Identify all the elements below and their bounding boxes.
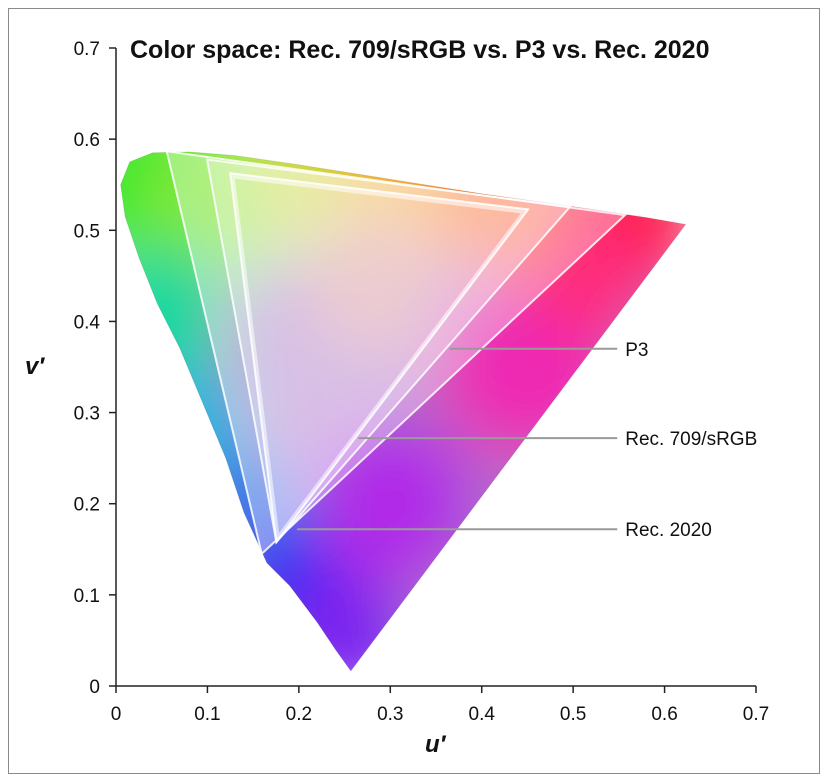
x-tick-label: 0: [111, 704, 122, 725]
x-axis-title: u′: [425, 731, 447, 758]
x-tick-label: 0.3: [377, 704, 403, 725]
gamut-rec-709-band: [230, 173, 529, 543]
x-tick-label: 0.6: [651, 704, 677, 725]
y-tick-label: 0.2: [74, 495, 100, 516]
x-tick-label: 0.5: [560, 704, 586, 725]
chart-title: Color space: Rec. 709/sRGB vs. P3 vs. Re…: [130, 36, 709, 64]
y-tick-label: 0: [89, 677, 100, 698]
y-tick-label: 0.4: [74, 312, 101, 333]
spectral-locus: [120, 151, 687, 672]
callout-label-rec-2020: Rec. 2020: [625, 520, 712, 541]
y-tick-label: 0.5: [74, 221, 100, 242]
x-tick-label: 0.4: [469, 704, 496, 725]
callout-label-rec-709-srgb: Rec. 709/sRGB: [625, 429, 757, 450]
callout-label-p3: P3: [625, 340, 648, 361]
y-tick-label: 0.7: [74, 39, 100, 60]
x-tick-label: 0.1: [194, 704, 220, 725]
y-axis-title: v′: [25, 353, 45, 380]
gamut-p3: [205, 158, 572, 545]
y-tick-label: 0.3: [74, 404, 100, 425]
x-tick-label: 0.7: [743, 704, 769, 725]
y-tick-label: 0.1: [74, 586, 100, 607]
x-tick-label: 0.2: [286, 704, 312, 725]
y-tick-label: 0.6: [74, 130, 100, 151]
